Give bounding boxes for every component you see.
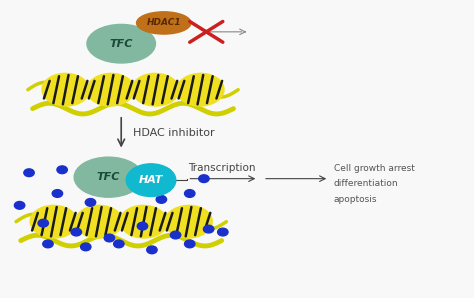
Ellipse shape (14, 201, 25, 209)
Ellipse shape (52, 190, 63, 197)
Ellipse shape (137, 12, 191, 34)
Text: HDAC1: HDAC1 (146, 18, 181, 27)
Ellipse shape (42, 73, 89, 106)
Text: apoptosis: apoptosis (334, 195, 377, 204)
Ellipse shape (132, 73, 179, 106)
Ellipse shape (203, 225, 214, 233)
Ellipse shape (74, 157, 143, 197)
Text: Transcription: Transcription (188, 163, 255, 173)
Text: TFC: TFC (97, 172, 120, 182)
Text: HDAC inhibitor: HDAC inhibitor (133, 128, 215, 138)
Text: Cell growth arrest: Cell growth arrest (334, 164, 415, 173)
Ellipse shape (38, 219, 48, 227)
Ellipse shape (114, 240, 124, 248)
Ellipse shape (118, 187, 129, 194)
Ellipse shape (71, 228, 82, 236)
Ellipse shape (87, 73, 134, 106)
Ellipse shape (147, 246, 157, 254)
Ellipse shape (199, 175, 209, 182)
Ellipse shape (24, 169, 34, 177)
Ellipse shape (184, 190, 195, 197)
Ellipse shape (161, 169, 171, 177)
Ellipse shape (177, 73, 224, 106)
Ellipse shape (85, 198, 96, 206)
Text: TFC: TFC (109, 39, 133, 49)
Ellipse shape (184, 240, 195, 248)
Ellipse shape (90, 163, 100, 171)
Ellipse shape (30, 205, 78, 238)
Ellipse shape (126, 164, 176, 196)
Ellipse shape (57, 166, 67, 174)
Text: differentiation: differentiation (334, 179, 399, 188)
Ellipse shape (170, 231, 181, 239)
Ellipse shape (75, 205, 122, 238)
Ellipse shape (120, 205, 167, 238)
Ellipse shape (104, 234, 115, 242)
Ellipse shape (137, 222, 148, 230)
Ellipse shape (43, 240, 53, 248)
Ellipse shape (128, 166, 138, 174)
Ellipse shape (81, 243, 91, 251)
Ellipse shape (87, 24, 155, 63)
Ellipse shape (165, 205, 212, 238)
Ellipse shape (218, 228, 228, 236)
Ellipse shape (156, 195, 166, 203)
Text: HAT: HAT (139, 175, 163, 185)
